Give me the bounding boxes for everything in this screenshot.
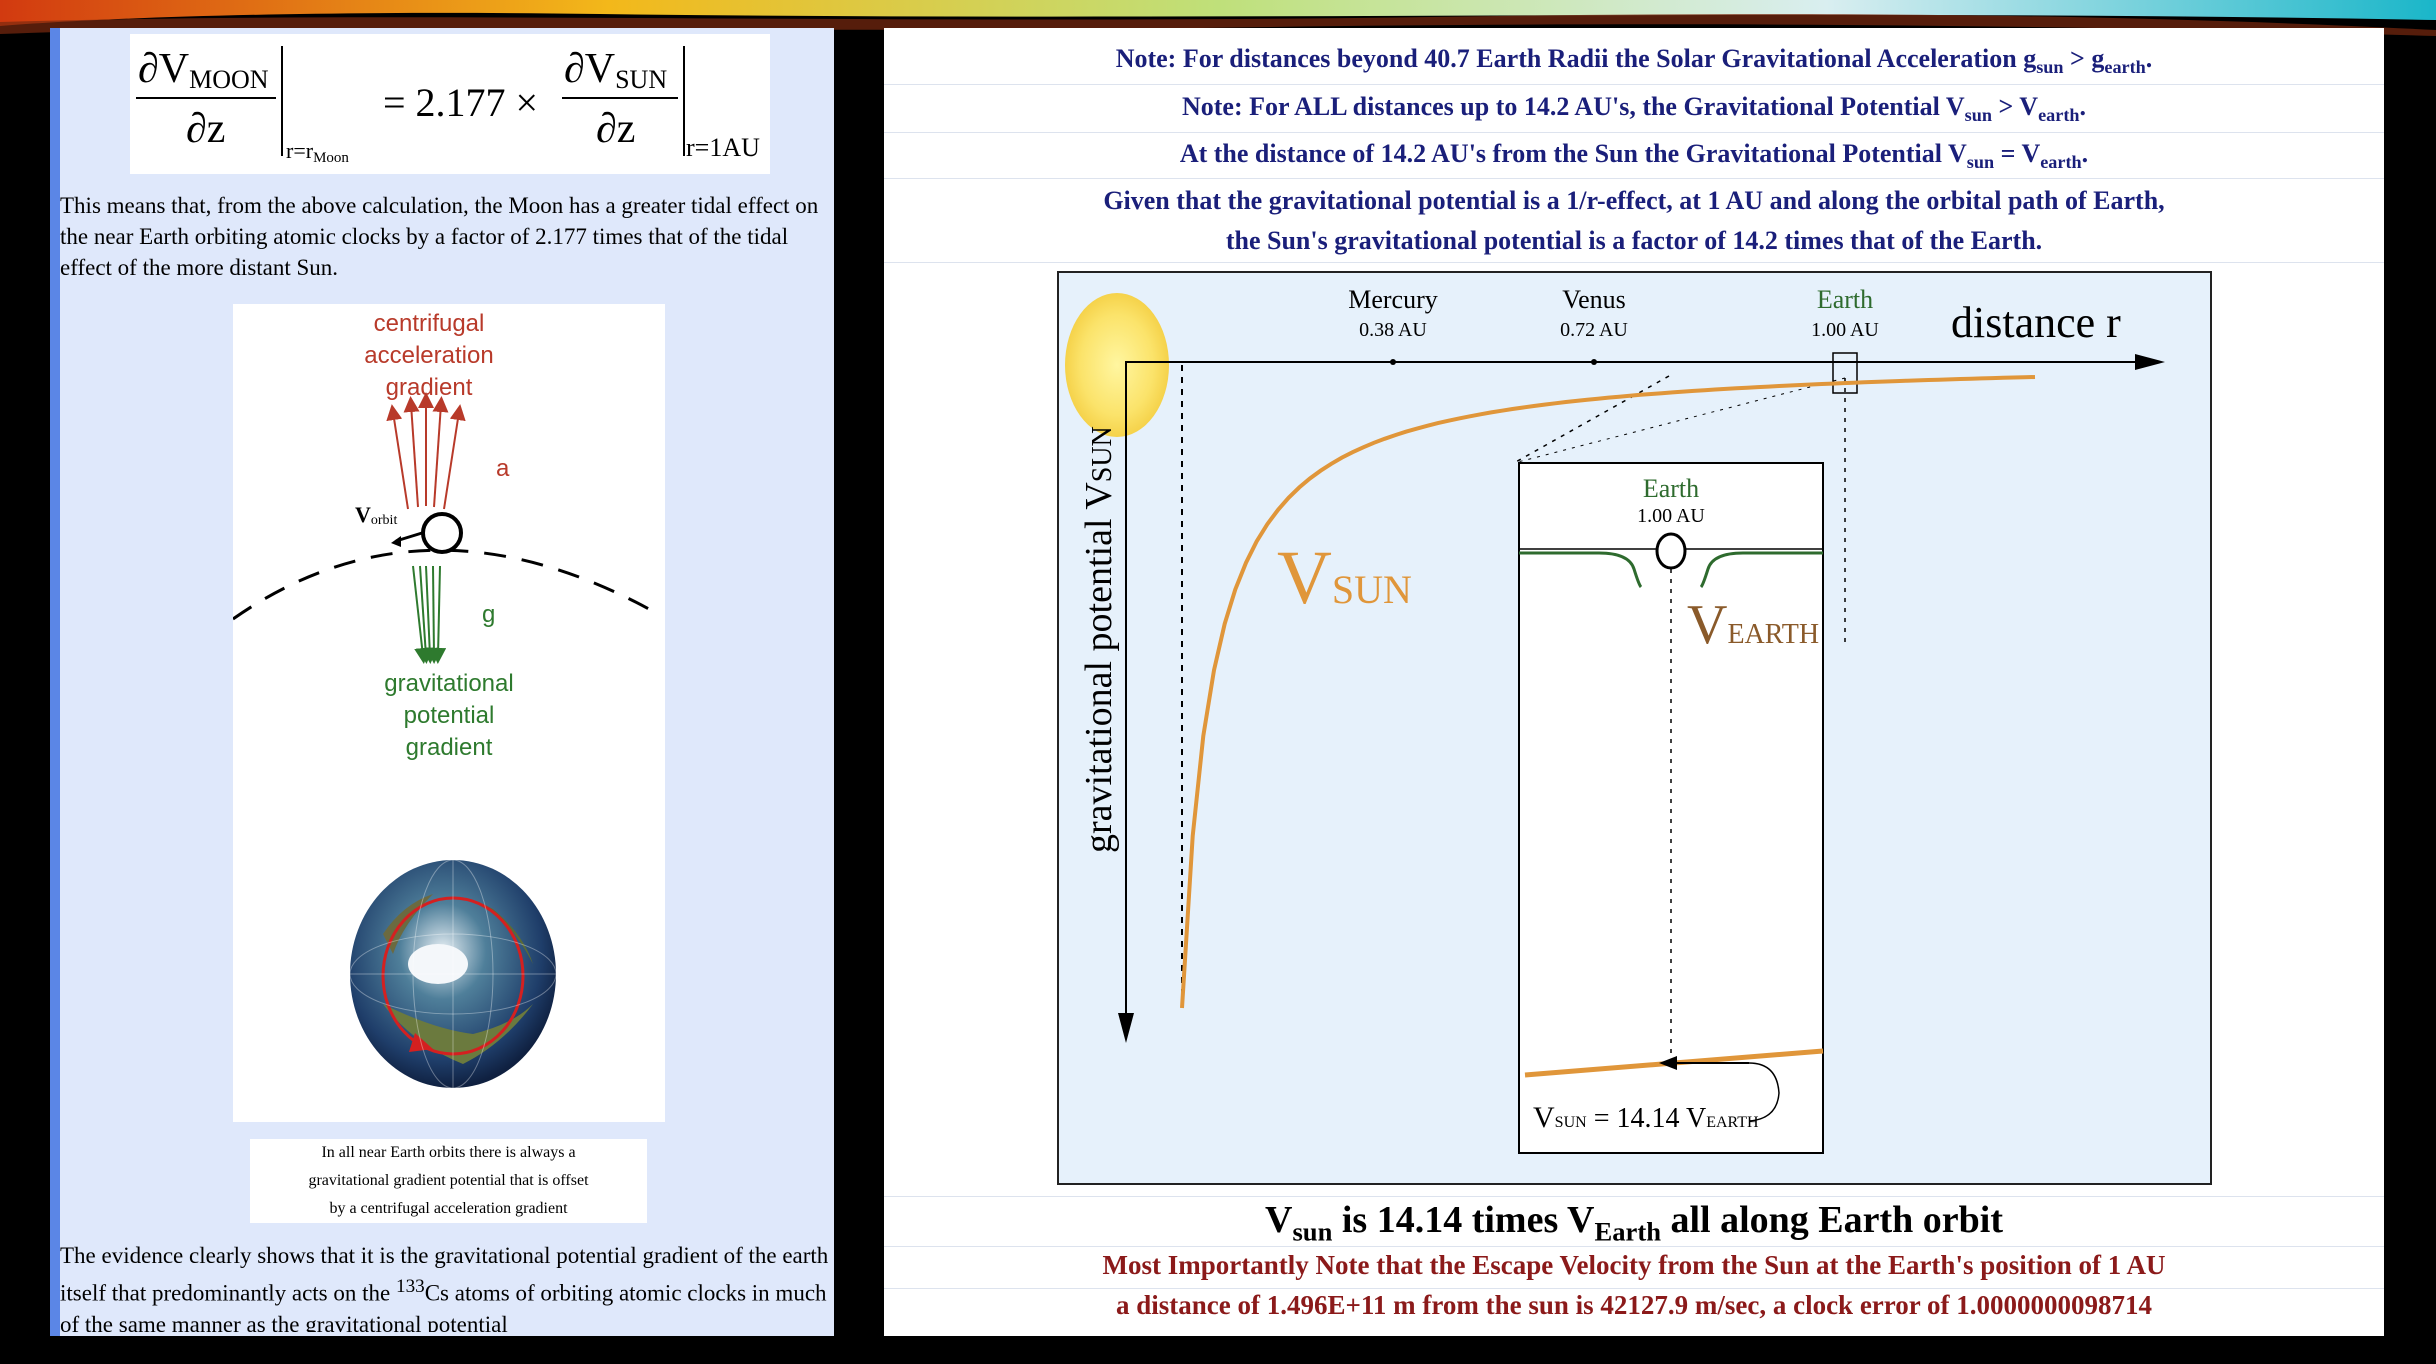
earth-circle-icon	[1655, 532, 1687, 570]
eq-lhs-eval-sub: Moon	[313, 150, 349, 166]
svg-text:1.00 AU: 1.00 AU	[1637, 505, 1705, 527]
inset-earth-label: Earth	[1643, 474, 1699, 503]
earth-inset	[1518, 462, 1824, 1154]
note-potential-all: Note: For ALL distances up to 14.2 AU's,…	[1181, 92, 2086, 126]
svg-text:1.00 AU: 1.00 AU	[1811, 319, 1879, 341]
eq-lhs-num: ∂V	[138, 46, 189, 92]
v-orbit-label: V	[355, 502, 371, 527]
eq-rhs-num: ∂V	[564, 46, 615, 92]
orbit-gradient-diagram: centrifugal acceleration gradient a g Vo	[233, 304, 665, 1122]
note-potential-equal: At the distance of 14.2 AU's from the Su…	[1179, 139, 2089, 173]
paragraph-tidal-effect: This means that, from the above calculat…	[60, 193, 819, 280]
vsun-curve	[1180, 375, 2036, 1009]
eq-lhs-den: ∂z	[186, 106, 225, 152]
svg-text:Vorbit: Vorbit	[355, 502, 397, 528]
g-label: g	[482, 601, 495, 628]
note-one-over-r: Given that the gravitational potential i…	[1103, 186, 2165, 215]
right-panel: Note: For distances beyond 40.7 Earth Ra…	[884, 28, 2384, 1336]
ratio-statement: Vsun is 14.14 times VEarth all along Ear…	[1264, 1199, 2004, 1247]
earth-globe-icon	[349, 859, 557, 1089]
svg-text:r=rMoon: r=rMoon	[286, 138, 349, 166]
eq-rhs-den: ∂z	[596, 106, 635, 152]
eq-rhs-eval: r=1AU	[686, 133, 760, 162]
planet-earth: Earth	[1817, 285, 1873, 314]
svg-text:∂VMOON: ∂VMOON	[138, 46, 269, 94]
gravitational-label: gravitational potential gradient	[384, 670, 514, 761]
orbit-arrows-graphic: a g Vorbit	[233, 392, 659, 1089]
diagram-caption: In all near Earth orbits there is always…	[250, 1139, 647, 1223]
y-axis-label: gravitational potential VSUN	[1078, 426, 1120, 853]
potential-chart-graphic: Mercury 0.38 AU Venus 0.72 AU Earth 1.00…	[1065, 285, 2165, 1154]
eq-lhs-eval: r=r	[286, 138, 314, 163]
satellite-icon	[421, 512, 463, 554]
vearth-curve-left	[1519, 551, 1643, 589]
tidal-equation: ∂VMOON ∂z r=rMoon = 2.177 × ∂VSUN ∂z r=1…	[130, 34, 770, 174]
svg-text:0.38 AU: 0.38 AU	[1359, 319, 1427, 341]
inset-ratio-equation: VSUN = 14.14 VEARTH	[1533, 1101, 1759, 1134]
escape-velocity-note-2: a distance of 1.496E+11 m from the sun i…	[1115, 1290, 2153, 1320]
potential-chart: Mercury 0.38 AU Venus 0.72 AU Earth 1.00…	[1057, 271, 2212, 1185]
svg-text:0.72 AU: 0.72 AU	[1560, 319, 1628, 341]
eq-factor: = 2.177 ×	[383, 80, 538, 125]
sun-icon	[1065, 293, 1169, 437]
vearth-curve-right	[1699, 551, 1823, 589]
equation-graphic: ∂VMOON ∂z r=rMoon = 2.177 × ∂VSUN ∂z r=1…	[136, 46, 760, 166]
paragraph-evidence: The evidence clearly shows that it is th…	[60, 1243, 829, 1332]
svg-text:∂VSUN: ∂VSUN	[564, 46, 667, 94]
eq-lhs-num-sub: MOON	[189, 65, 269, 94]
a-label: a	[496, 455, 510, 482]
left-accent-stripe	[50, 28, 60, 1336]
vsun-label: VSUN	[1277, 536, 1412, 620]
note-factor: the Sun's gravitational potential is a f…	[1225, 226, 2043, 255]
centrifugal-label: centrifugal acceleration gradient	[364, 310, 494, 401]
x-axis-label: distance r	[1951, 298, 2121, 347]
eq-rhs-num-sub: SUN	[615, 65, 667, 94]
planet-venus: Venus	[1562, 285, 1626, 314]
vearth-label: VEARTH	[1687, 594, 1819, 656]
planet-mercury: Mercury	[1348, 285, 1438, 314]
note-acceleration: Note: For distances beyond 40.7 Earth Ra…	[1115, 44, 2153, 78]
escape-velocity-note-1: Most Importantly Note that the Escape Ve…	[1102, 1250, 2166, 1280]
